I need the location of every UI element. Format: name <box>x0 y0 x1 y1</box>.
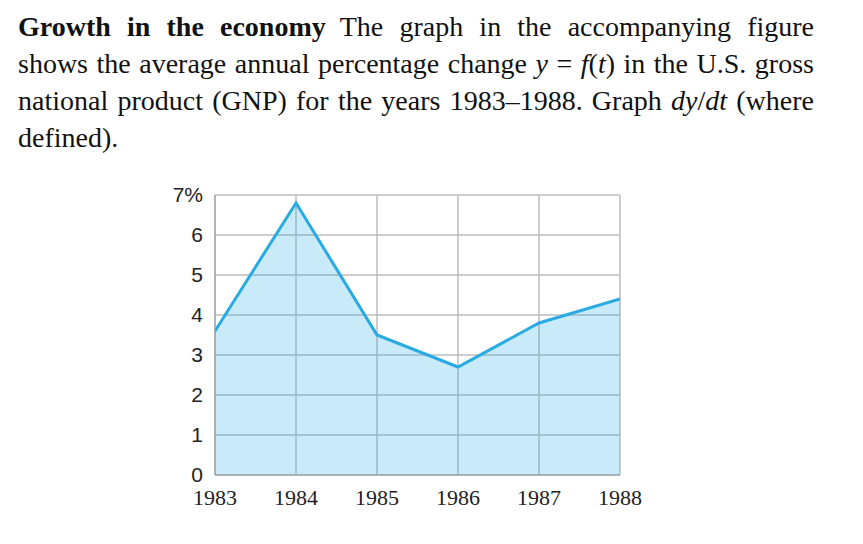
svg-text:6: 6 <box>191 223 203 246</box>
svg-text:1983: 1983 <box>193 485 237 510</box>
svg-text:5: 5 <box>191 263 203 286</box>
html-text:Growth in the economy: Growth in the economy <box>18 11 326 42</box>
svg-text:1986: 1986 <box>436 485 480 510</box>
svg-text:2: 2 <box>191 383 203 406</box>
html-text:The graph in the accompanying: The graph in the accompanying figure sho… <box>18 11 814 153</box>
svg-text:7%: 7% <box>173 183 203 206</box>
svg-text:3: 3 <box>191 343 203 366</box>
svg-text:0: 0 <box>191 463 203 486</box>
svg-text:1: 1 <box>191 423 203 446</box>
svg-text:1985: 1985 <box>355 485 399 510</box>
svg-text:1984: 1984 <box>274 485 318 510</box>
svg-text:1988: 1988 <box>598 485 642 510</box>
svg-text:1987: 1987 <box>517 485 561 510</box>
svg-text:4: 4 <box>191 303 203 326</box>
